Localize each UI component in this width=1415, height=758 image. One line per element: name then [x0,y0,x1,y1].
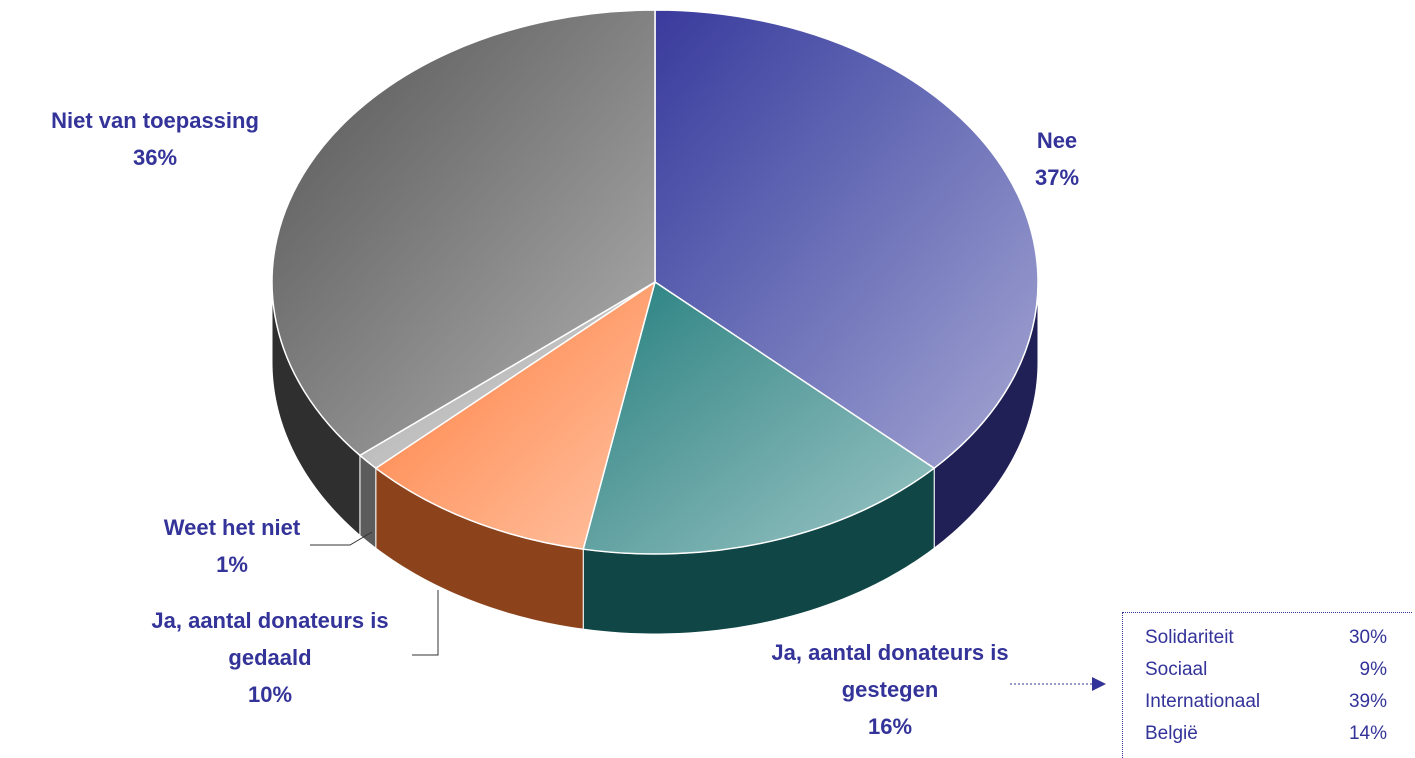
arrow-head [1092,677,1106,691]
row-value: 30% [1348,627,1387,648]
leader-line [412,590,439,656]
slice-label: Nee 37% [977,122,1137,196]
value-label: 37% [1034,165,1080,190]
table-row: Sociaal 9% [1145,654,1387,686]
table-row: Internationaal 39% [1145,686,1387,718]
pie-slice [582,280,936,555]
slice-label: Niet van toepassing 36% [0,102,315,176]
category-label: Nee [1036,128,1078,153]
table-row: België 14% [1145,718,1387,750]
slice-label: Weet het niet 1% [122,509,342,583]
pie-slice [271,9,656,457]
row-value: 14% [1348,723,1387,744]
value-label: 10% [247,682,293,707]
row-label: Sociaal [1145,659,1208,680]
row-label: Internationaal [1145,691,1261,712]
pie-slice [374,280,657,551]
row-value: 39% [1348,691,1387,712]
table-row: Solidariteit 30% [1145,622,1387,654]
pie-tops [271,9,1039,555]
category-label: Weet het niet [163,515,301,540]
breakdown-table: Solidariteit 30% Sociaal 9% Internationaal 39… [1122,612,1412,758]
row-label: Solidariteit [1145,627,1234,648]
pie-sides [271,281,1039,635]
value-label: 36% [132,145,178,170]
row-label: België [1145,723,1198,744]
slice-label: Ja, aantal donateurs is gedaald 10% [110,602,430,713]
category-label: Ja, aantal donateurs is gestegen [771,640,1009,702]
slice-label: Ja, aantal donateurs is gestegen 16% [730,634,1050,745]
row-value: 9% [1359,659,1387,680]
category-label: Ja, aantal donateurs is gedaald [151,608,389,670]
pie-slice [654,9,1039,470]
value-label: 1% [216,552,248,577]
category-label: Niet van toepassing [51,108,259,133]
leader-line [310,531,373,546]
value-label: 16% [867,714,913,739]
